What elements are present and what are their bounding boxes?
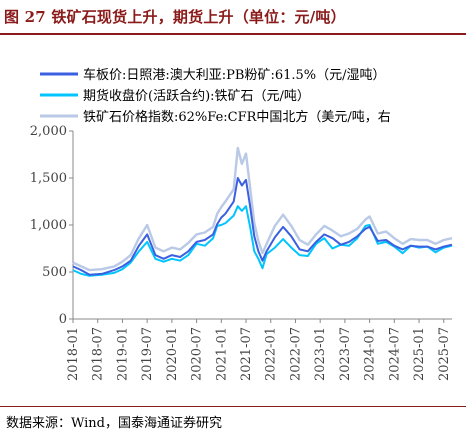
x-tick-label: 2022-01 bbox=[264, 327, 279, 381]
x-tick-label: 2022-07 bbox=[288, 327, 303, 381]
chart-axes: 0 500 1,000 1,500 2,000 2018-01 2018-07 2019-01… bbox=[30, 124, 452, 381]
x-tick-label: 2019-07 bbox=[140, 327, 155, 381]
x-tick-label: 2018-01 bbox=[66, 327, 81, 381]
source-note: 数据来源：Wind，国泰海通证券研究 bbox=[6, 416, 222, 431]
legend-label-1: 期货收盘价(活跃合约):铁矿石（元/吨） bbox=[83, 88, 310, 104]
x-tick-label: 2019-01 bbox=[115, 327, 130, 381]
y-tick-label: 1,500 bbox=[30, 171, 67, 186]
x-tick-label: 2025-07 bbox=[437, 327, 452, 381]
x-tick-label: 2018-07 bbox=[91, 327, 106, 381]
x-tick-label: 2023-01 bbox=[313, 327, 328, 381]
x-tick-label: 2025-01 bbox=[412, 327, 427, 381]
y-tick-label: 0 bbox=[59, 312, 67, 327]
y-tick-label: 2,000 bbox=[30, 124, 67, 139]
y-tick-label: 1,000 bbox=[30, 218, 67, 233]
series-line-1 bbox=[72, 205, 453, 277]
figure-title: 图 27 铁矿石现货上升，期货上升（单位：元/吨） bbox=[4, 8, 346, 26]
chart-legend: 车板价:日照港:澳大利亚:PB粉矿:61.5%（元/湿吨） 期货收盘价(活跃合约)… bbox=[40, 67, 391, 125]
chart-series-lines bbox=[72, 146, 453, 277]
x-tick-label: 2023-07 bbox=[338, 327, 353, 381]
x-tick-label: 2021-01 bbox=[214, 327, 229, 381]
legend-label-0: 车板价:日照港:澳大利亚:PB粉矿:61.5%（元/湿吨） bbox=[83, 67, 386, 83]
series-line-0 bbox=[72, 177, 453, 276]
x-tick-label: 2020-07 bbox=[190, 327, 205, 381]
source-divider bbox=[0, 406, 466, 407]
title-divider bbox=[0, 33, 466, 35]
y-tick-label: 500 bbox=[42, 265, 67, 280]
x-tick-label: 2024-07 bbox=[387, 327, 402, 381]
legend-label-2: 铁矿石价格指数:62%Fe:CFR中国北方（美元/吨，右 bbox=[83, 109, 391, 125]
x-tick-label: 2024-01 bbox=[363, 327, 378, 381]
x-tick-label: 2021-07 bbox=[239, 327, 254, 381]
series-line-2 bbox=[72, 146, 453, 272]
x-tick-label: 2020-01 bbox=[165, 327, 180, 381]
